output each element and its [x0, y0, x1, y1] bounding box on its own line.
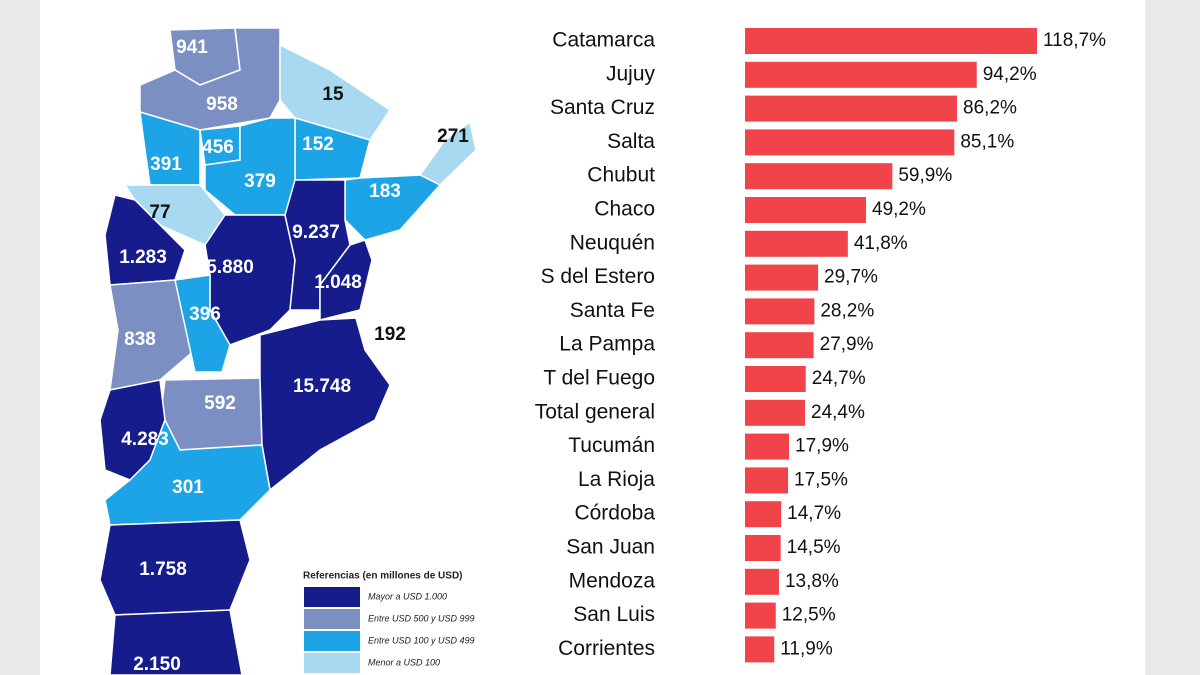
category-label: Chubut	[587, 164, 655, 187]
category-label: San Luis	[573, 603, 655, 626]
legend-label: Mayor a USD 1.000	[368, 591, 447, 601]
legend-swatch	[304, 653, 360, 673]
legend-title: Referencias (en millones de USD)	[303, 571, 463, 582]
value-label: 85,1%	[960, 131, 1014, 152]
value-label: 27,9%	[820, 334, 874, 355]
bar	[745, 298, 815, 325]
bar	[745, 163, 893, 190]
value-label: 24,7%	[812, 368, 866, 389]
value-label: 13,8%	[785, 571, 839, 592]
region-label: 183	[369, 181, 401, 202]
category-label: Total general	[535, 400, 655, 423]
value-label: 17,5%	[794, 469, 848, 490]
category-label: San Juan	[566, 536, 655, 559]
category-label: La Pampa	[559, 333, 655, 356]
legend-label: Entre USD 100 y USD 499	[368, 635, 475, 645]
category-label: Chaco	[594, 198, 655, 221]
value-label: 86,2%	[963, 98, 1017, 119]
category-label: T del Fuego	[543, 367, 655, 390]
region-label: 301	[172, 477, 204, 498]
category-label: Córdoba	[574, 502, 655, 525]
value-label: 11,9%	[780, 638, 833, 659]
bar	[745, 264, 819, 291]
value-label: 24,4%	[811, 402, 865, 423]
region-label: 2.150	[133, 654, 181, 675]
legend-swatch	[304, 631, 360, 651]
category-label: S del Estero	[541, 265, 655, 288]
value-label: 28,2%	[820, 300, 874, 321]
value-label: 49,2%	[872, 199, 926, 220]
region-label: 271	[437, 126, 469, 147]
bar	[745, 399, 806, 426]
bar	[745, 129, 955, 156]
region-label: 15.748	[293, 376, 351, 397]
region-label: 5.880	[206, 257, 254, 278]
region	[174, 274, 231, 373]
region-label: 1.758	[139, 559, 187, 580]
bar-chart: Catamarca 118,7% Jujuy 94,2% Santa Cruz 86,2%…	[535, 28, 1106, 663]
bar	[745, 467, 789, 494]
value-label: 12,5%	[782, 605, 836, 626]
bar	[745, 433, 790, 460]
region-label: 379	[244, 171, 276, 192]
region-label: 941	[176, 37, 208, 58]
region-label: 1.283	[119, 247, 167, 268]
category-label: Jujuy	[606, 62, 656, 85]
legend-swatch	[304, 587, 360, 607]
category-label: Santa Cruz	[550, 96, 655, 119]
value-label: 41,8%	[854, 233, 908, 254]
bar	[745, 568, 779, 595]
region-label: 456	[202, 137, 234, 158]
region	[104, 418, 271, 526]
region-label: 152	[302, 134, 334, 155]
region-label: 1.048	[314, 272, 362, 293]
region	[259, 317, 391, 492]
region-label: 592	[204, 393, 236, 414]
legend-label: Entre USD 500 y USD 999	[368, 613, 475, 623]
bar	[745, 366, 806, 392]
region-label: 391	[150, 154, 182, 175]
value-label: 14,5%	[787, 537, 841, 558]
bar	[745, 197, 867, 223]
bar	[745, 95, 958, 122]
category-label: Mendoza	[569, 569, 656, 592]
bar	[745, 501, 782, 528]
value-label: 29,7%	[824, 267, 878, 288]
bar	[745, 230, 848, 257]
bar	[745, 636, 775, 663]
value-label: 118,7%	[1043, 30, 1106, 51]
category-label: Corrientes	[558, 637, 655, 660]
region-label: 4.283	[121, 429, 169, 450]
region-label: 77	[149, 202, 170, 223]
bar	[745, 28, 1037, 54]
category-label: Tucumán	[568, 434, 655, 457]
bar	[745, 602, 776, 629]
category-label: Catamarca	[552, 29, 655, 52]
bar	[745, 332, 814, 359]
region-label: 838	[124, 329, 156, 350]
region-label: 958	[206, 94, 238, 115]
map: 941 958 15 271 152 183 391 456 379 77 1.283 5.880 9.…	[99, 27, 490, 675]
legend-label: Menor a USD 100	[368, 657, 440, 667]
value-label: 17,9%	[795, 436, 849, 457]
region-label: 192	[374, 324, 406, 345]
region-label: 15	[322, 84, 344, 105]
region	[344, 174, 442, 241]
category-label: Santa Fe	[570, 299, 655, 322]
region	[104, 194, 186, 286]
value-label: 14,7%	[787, 503, 841, 524]
category-label: Salta	[607, 130, 655, 153]
value-label: 59,9%	[898, 165, 952, 186]
value-label: 94,2%	[983, 64, 1037, 85]
bar	[745, 61, 977, 88]
region-label: 396	[189, 304, 221, 325]
region	[109, 609, 243, 675]
category-label: Neuquén	[570, 231, 655, 254]
category-label: La Rioja	[578, 468, 655, 491]
legend-swatch	[304, 609, 360, 629]
region-label: 9.237	[292, 222, 340, 243]
bar	[745, 535, 781, 561]
